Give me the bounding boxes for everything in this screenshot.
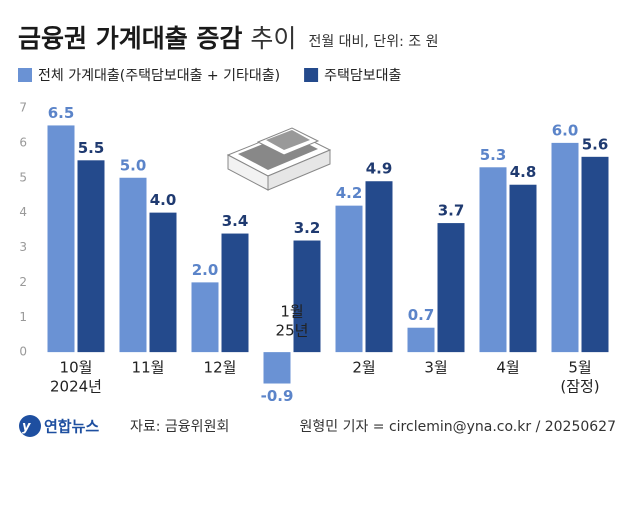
source: 자료: 금융위원회 (130, 419, 229, 435)
y-tick-label: 0 (19, 345, 27, 359)
bar (47, 125, 75, 353)
chart-title-suffix: 추이 (250, 24, 296, 53)
value-label: 5.6 (582, 135, 609, 153)
legend-swatch (304, 68, 319, 82)
value-label: -0.9 (261, 387, 294, 405)
bar (509, 184, 537, 353)
bar (581, 156, 609, 353)
x-tick-label: 2024년 (50, 378, 102, 396)
value-label: 5.3 (480, 146, 507, 164)
bar (119, 177, 147, 353)
bar (221, 233, 249, 353)
legend-label: 전체 가계대출(주택담보대출 + 기타대출) (38, 68, 280, 84)
bar (551, 142, 579, 353)
x-tick-label: 25년 (276, 322, 309, 340)
y-tick-label: 3 (19, 240, 27, 254)
x-tick-label: 12월 (204, 359, 237, 377)
bar (263, 352, 291, 384)
x-tick-label: 4월 (496, 359, 519, 377)
logo: 연합뉴스 (44, 418, 99, 436)
value-label: 4.8 (510, 163, 537, 181)
x-tick-label: 5월 (568, 359, 591, 377)
legend-swatch (18, 68, 32, 82)
value-label: 6.0 (552, 121, 579, 139)
value-label: 0.7 (408, 306, 435, 324)
value-label: 3.2 (294, 219, 321, 237)
money-icon (226, 127, 332, 191)
chart-title: 금융권 가계대출 증감 (18, 24, 242, 53)
bar (365, 181, 393, 353)
x-tick-label: 10월 (60, 359, 93, 377)
y-tick-label: 4 (19, 205, 27, 219)
value-label: 2.0 (192, 261, 219, 279)
value-label: 3.7 (438, 202, 465, 220)
legend-label: 주택담보대출 (324, 68, 401, 84)
value-label: 4.2 (336, 184, 363, 202)
y-tick-label: 1 (19, 310, 27, 324)
bar (335, 205, 363, 353)
bar (293, 240, 321, 353)
bar (77, 160, 105, 353)
y-tick-label: 5 (19, 170, 27, 184)
x-tick-label: 1월 (280, 303, 303, 321)
bar (191, 282, 219, 353)
bar (149, 212, 177, 353)
x-tick-label: 3월 (424, 359, 447, 377)
value-label: 5.5 (78, 139, 105, 157)
x-tick-label: (잠정) (560, 378, 599, 396)
value-label: 6.5 (48, 104, 75, 122)
bar (479, 167, 507, 353)
bar (407, 327, 435, 353)
x-tick-label: 11월 (132, 359, 165, 377)
value-label: 3.4 (222, 212, 249, 230)
value-label: 4.0 (150, 191, 177, 209)
y-tick-label: 7 (19, 101, 27, 115)
credit: 원형민 기자 = circlemin@yna.co.kr / 20250627 (299, 419, 616, 435)
y-tick-label: 2 (19, 275, 27, 289)
value-label: 5.0 (120, 156, 147, 174)
footer: y 연합뉴스 자료: 금융위원회 원형민 기자 = circlemin@yna.… (19, 415, 616, 437)
logo-glyph: y (22, 420, 31, 435)
y-tick-label: 6 (19, 135, 27, 149)
value-label: 4.9 (366, 160, 393, 178)
bar (437, 223, 465, 353)
logo-mark (19, 415, 41, 437)
subtitle: 전월 대비, 단위: 조 원 (308, 34, 438, 50)
x-tick-label: 2월 (352, 359, 375, 377)
